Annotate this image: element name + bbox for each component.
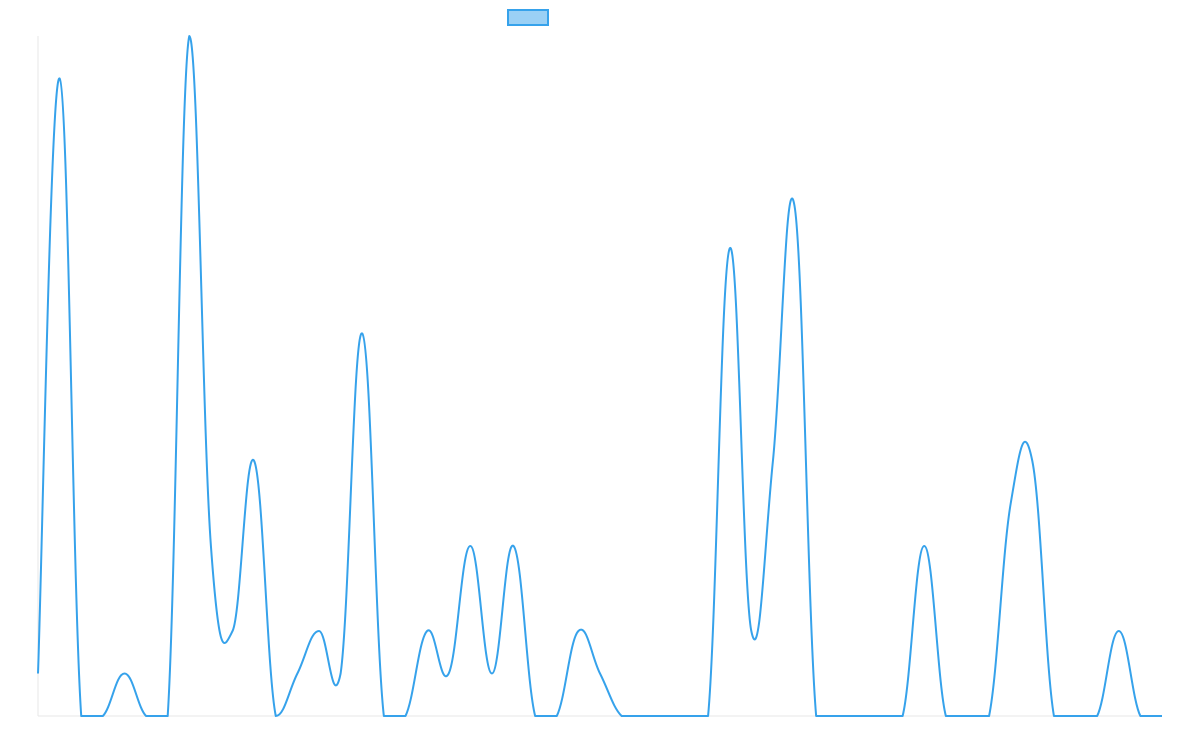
data-point[interactable] — [358, 330, 366, 338]
data-point[interactable] — [574, 627, 582, 635]
data-point[interactable] — [423, 627, 431, 635]
data-point[interactable] — [77, 712, 85, 720]
legend[interactable] — [507, 9, 549, 26]
data-point[interactable] — [1136, 712, 1144, 720]
series-line-0 — [37, 35, 1162, 717]
data-point[interactable] — [812, 712, 820, 720]
data-point[interactable] — [1158, 712, 1166, 720]
data-point[interactable] — [877, 712, 885, 720]
data-point[interactable] — [704, 712, 712, 720]
data-point[interactable] — [791, 202, 799, 210]
data-point[interactable] — [250, 457, 258, 465]
data-point[interactable] — [380, 712, 388, 720]
data-point[interactable] — [1050, 712, 1058, 720]
data-point[interactable] — [1007, 500, 1015, 508]
legend-swatch[interactable] — [507, 9, 549, 26]
data-point[interactable] — [99, 712, 107, 720]
data-point[interactable] — [1072, 712, 1080, 720]
data-point[interactable] — [510, 542, 518, 550]
data-point[interactable] — [293, 670, 301, 678]
data-point[interactable] — [834, 712, 842, 720]
data-point[interactable] — [963, 712, 971, 720]
data-point[interactable] — [920, 542, 928, 550]
data-point[interactable] — [120, 670, 128, 678]
data-point[interactable] — [596, 670, 604, 678]
data-point[interactable] — [1093, 712, 1101, 720]
plot-area — [34, 32, 1166, 720]
data-point[interactable] — [553, 712, 561, 720]
data-point[interactable] — [207, 542, 215, 550]
data-point[interactable] — [855, 712, 863, 720]
data-point[interactable] — [661, 712, 669, 720]
data-point[interactable] — [899, 712, 907, 720]
data-point[interactable] — [747, 627, 755, 635]
data-point[interactable] — [164, 712, 172, 720]
data-point[interactable] — [769, 457, 777, 465]
data-point[interactable] — [531, 712, 539, 720]
data-point[interactable] — [618, 712, 626, 720]
data-point[interactable] — [185, 32, 193, 40]
series-group — [34, 32, 1166, 720]
data-point[interactable] — [272, 712, 280, 720]
data-point[interactable] — [34, 670, 42, 678]
data-point[interactable] — [1028, 457, 1036, 465]
data-point[interactable] — [401, 712, 409, 720]
data-point[interactable] — [56, 75, 64, 83]
data-point[interactable] — [985, 712, 993, 720]
data-point[interactable] — [337, 670, 345, 678]
data-point[interactable] — [315, 627, 323, 635]
data-point[interactable] — [229, 627, 237, 635]
data-point[interactable] — [639, 712, 647, 720]
data-point[interactable] — [466, 542, 474, 550]
data-point[interactable] — [488, 670, 496, 678]
data-point[interactable] — [726, 245, 734, 253]
data-point[interactable] — [682, 712, 690, 720]
data-point[interactable] — [1115, 627, 1123, 635]
data-point[interactable] — [445, 670, 453, 678]
data-point[interactable] — [942, 712, 950, 720]
data-point[interactable] — [142, 712, 150, 720]
